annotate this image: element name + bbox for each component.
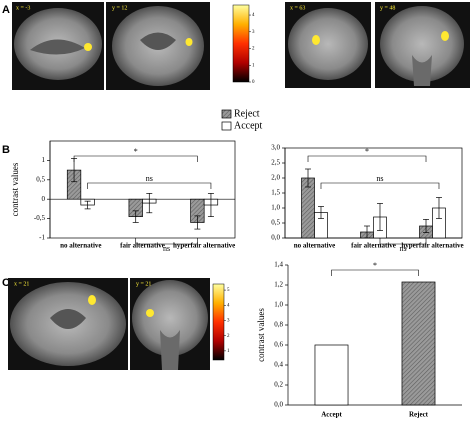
y-tick-label: 0 xyxy=(42,195,46,203)
colorbar-tick-label: 3 xyxy=(252,30,255,35)
colorbar-tick-label: 2 xyxy=(227,334,230,339)
x-tick-label: Reject xyxy=(409,411,429,419)
panel-label: B xyxy=(2,144,10,156)
bracket xyxy=(379,238,427,245)
x-tick-label: no alternative xyxy=(294,242,335,250)
annotation: * xyxy=(134,147,138,156)
bracket xyxy=(73,155,198,162)
x-tick-label: no alternative xyxy=(60,242,101,250)
y-tick-label: 0,2 xyxy=(274,381,283,389)
annotation: ns xyxy=(146,174,153,183)
bracket xyxy=(320,182,440,189)
annotation: * xyxy=(373,261,377,270)
y-tick-label: 2,5 xyxy=(271,159,280,167)
y-tick-label: 1 xyxy=(42,156,46,164)
x-tick-label: hyperfair alternative xyxy=(173,242,235,250)
bracket xyxy=(87,182,212,189)
brain-image: x = -3 xyxy=(12,2,104,90)
colorbar-tick-label: 2 xyxy=(252,47,255,52)
y-tick-label: 0,5 xyxy=(36,175,45,183)
brain-image: x = 63 xyxy=(285,2,371,88)
y-tick-label: 1,5 xyxy=(271,189,280,197)
bar xyxy=(401,281,436,406)
y-tick-label: 0,6 xyxy=(274,341,283,349)
panel-label: C xyxy=(2,277,10,289)
slice-label: y = 21 xyxy=(136,281,151,287)
annotation: ns xyxy=(399,244,406,253)
bracket xyxy=(331,269,419,276)
legend-label: Reject xyxy=(234,108,260,119)
y-tick-label: 0,5 xyxy=(271,219,280,227)
brain-image: y = 21 xyxy=(130,278,210,370)
x-tick-label: fair alternative xyxy=(120,242,165,250)
slice-label: y = 12 xyxy=(112,5,127,11)
colorbar xyxy=(212,283,225,361)
legend-swatch xyxy=(221,109,232,119)
brain-image: y = 48 xyxy=(375,2,470,88)
bracket xyxy=(307,155,427,162)
brain-image: y = 12 xyxy=(106,2,210,90)
colorbar-tick-label: 1 xyxy=(227,349,230,354)
y-tick-label: 1,0 xyxy=(274,301,283,309)
y-tick-label: 2,0 xyxy=(271,174,280,182)
y-tick-label: 0,4 xyxy=(274,361,283,369)
x-tick-label: Accept xyxy=(321,411,342,419)
colorbar-tick-label: 4 xyxy=(252,13,255,18)
y-axis-label: contrast values xyxy=(10,162,20,216)
bar xyxy=(314,344,349,406)
y-tick-label: 1,2 xyxy=(274,281,283,289)
brain-image: x = 21 xyxy=(8,278,128,370)
slice-label: x = -3 xyxy=(16,5,30,11)
annotation: ns xyxy=(163,244,170,253)
legend-label: Accept xyxy=(234,120,263,131)
y-tick-label: 3,0 xyxy=(271,144,280,152)
y-tick-label: -1 xyxy=(39,234,45,242)
y-tick-label: 0,0 xyxy=(271,234,280,242)
colorbar xyxy=(232,4,250,83)
colorbar-tick-label: 3 xyxy=(227,319,230,324)
y-tick-label: 0,8 xyxy=(274,321,283,329)
panel-label: A xyxy=(2,4,10,16)
annotation: * xyxy=(365,147,369,156)
colorbar-tick-label: 1 xyxy=(252,63,255,68)
x-tick-label: hyperfair alternative xyxy=(401,242,463,250)
y-axis-label: contrast values xyxy=(256,308,266,362)
colorbar-tick-label: 5 xyxy=(227,288,230,293)
annotation: ns xyxy=(376,174,383,183)
x-tick-label: fair alternative xyxy=(351,242,396,250)
colorbar-tick-label: 4 xyxy=(227,303,230,308)
slice-label: x = 21 xyxy=(14,281,29,287)
y-tick-label: 1,4 xyxy=(274,261,283,269)
slice-label: x = 63 xyxy=(290,5,305,11)
bracket xyxy=(135,238,198,245)
y-tick-label: 1,0 xyxy=(271,204,280,212)
y-tick-label: -0,5 xyxy=(34,214,46,222)
slice-label: y = 48 xyxy=(380,5,395,11)
legend-swatch xyxy=(221,121,232,131)
y-tick-label: 0,0 xyxy=(274,401,283,409)
colorbar-tick-label: 0 xyxy=(252,80,255,85)
